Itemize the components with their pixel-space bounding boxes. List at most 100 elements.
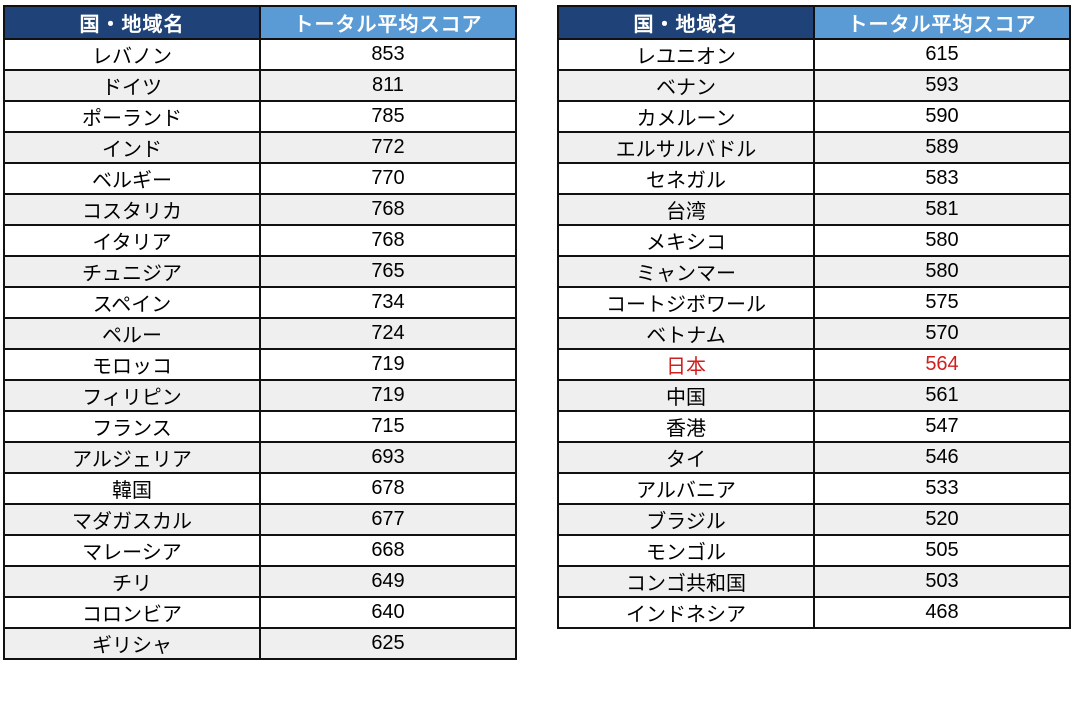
table-row: ベトナム 570 [557, 317, 1071, 350]
country-cell: 香港 [557, 410, 815, 443]
table-row: コンゴ共和国 503 [557, 565, 1071, 598]
table-row: チリ 649 [3, 565, 517, 598]
score-cell: 734 [259, 286, 517, 319]
country-cell: モンゴル [557, 534, 815, 567]
table-row: フィリピン 719 [3, 379, 517, 412]
country-cell: ミャンマー [557, 255, 815, 288]
score-cell: 853 [259, 38, 517, 71]
country-cell: コートジボワール [557, 286, 815, 319]
table-row: コートジボワール 575 [557, 286, 1071, 319]
score-cell: 715 [259, 410, 517, 443]
score-cell: 546 [813, 441, 1071, 474]
score-cell: 580 [813, 224, 1071, 257]
score-cell: 589 [813, 131, 1071, 164]
score-cell: 561 [813, 379, 1071, 412]
country-cell: コロンビア [3, 596, 261, 629]
country-cell: チリ [3, 565, 261, 598]
country-cell: ギリシャ [3, 627, 261, 660]
table-row: ベルギー 770 [3, 162, 517, 195]
table-row: タイ 546 [557, 441, 1071, 474]
score-cell: 570 [813, 317, 1071, 350]
score-column-header: トータル平均スコア [813, 5, 1071, 40]
table-row: メキシコ 580 [557, 224, 1071, 257]
score-cell: 770 [259, 162, 517, 195]
score-cell: 811 [259, 69, 517, 102]
score-cell: 693 [259, 441, 517, 474]
country-cell: セネガル [557, 162, 815, 195]
score-table-left: 国・地域名 トータル平均スコア レバノン 853 ドイツ 811 ポーランド 785 インド… [3, 5, 517, 660]
country-cell: エルサルバドル [557, 131, 815, 164]
score-cell: 640 [259, 596, 517, 629]
table-right-header: 国・地域名 トータル平均スコア [557, 5, 1071, 40]
country-cell: メキシコ [557, 224, 815, 257]
table-row: マダガスカル 677 [3, 503, 517, 536]
table-row: ペルー 724 [3, 317, 517, 350]
score-cell: 615 [813, 38, 1071, 71]
header-row: 国・地域名 トータル平均スコア [557, 5, 1071, 40]
score-cell: 468 [813, 596, 1071, 629]
score-cell: 505 [813, 534, 1071, 567]
table-row: 中国 561 [557, 379, 1071, 412]
country-cell: ドイツ [3, 69, 261, 102]
score-cell: 785 [259, 100, 517, 133]
score-cell: 520 [813, 503, 1071, 536]
score-table-right: 国・地域名 トータル平均スコア レユニオン 615 ベナン 593 カメルーン 590 エル… [557, 5, 1071, 629]
score-cell: 719 [259, 379, 517, 412]
country-cell: ペルー [3, 317, 261, 350]
score-cell: 719 [259, 348, 517, 381]
table-left-header: 国・地域名 トータル平均スコア [3, 5, 517, 40]
table-row: レユニオン 615 [557, 38, 1071, 71]
table-row: ミャンマー 580 [557, 255, 1071, 288]
score-cell: 724 [259, 317, 517, 350]
table-row: カメルーン 590 [557, 100, 1071, 133]
score-cell: 765 [259, 255, 517, 288]
table-row: インド 772 [3, 131, 517, 164]
country-cell: ブラジル [557, 503, 815, 536]
country-cell: アルジェリア [3, 441, 261, 474]
score-cell: 768 [259, 193, 517, 226]
table-row: コロンビア 640 [3, 596, 517, 629]
score-cell: 593 [813, 69, 1071, 102]
table-row: スペイン 734 [3, 286, 517, 319]
country-cell: マダガスカル [3, 503, 261, 536]
score-cell: 564 [813, 348, 1071, 381]
country-cell: ベルギー [3, 162, 261, 195]
table-right-body: レユニオン 615 ベナン 593 カメルーン 590 エルサルバドル 589 セネガル 583 台… [557, 38, 1071, 629]
country-cell: インドネシア [557, 596, 815, 629]
table-row: イタリア 768 [3, 224, 517, 257]
country-cell: フィリピン [3, 379, 261, 412]
table-row: 韓国 678 [3, 472, 517, 505]
score-cell: 668 [259, 534, 517, 567]
table-row: インドネシア 468 [557, 596, 1071, 629]
table-row: マレーシア 668 [3, 534, 517, 567]
score-cell: 625 [259, 627, 517, 660]
table-row: ギリシャ 625 [3, 627, 517, 660]
score-cell: 583 [813, 162, 1071, 195]
country-cell: モロッコ [3, 348, 261, 381]
score-cell: 533 [813, 472, 1071, 505]
country-cell: インド [3, 131, 261, 164]
country-cell: ベナン [557, 69, 815, 102]
country-cell: マレーシア [3, 534, 261, 567]
country-cell: アルバニア [557, 472, 815, 505]
table-row: 香港 547 [557, 410, 1071, 443]
table-row: フランス 715 [3, 410, 517, 443]
score-cell: 590 [813, 100, 1071, 133]
table-row: ベナン 593 [557, 69, 1071, 102]
country-column-header: 国・地域名 [3, 5, 261, 40]
country-cell: イタリア [3, 224, 261, 257]
score-cell: 575 [813, 286, 1071, 319]
table-row: モンゴル 505 [557, 534, 1071, 567]
score-cell: 677 [259, 503, 517, 536]
table-row: セネガル 583 [557, 162, 1071, 195]
country-column-header: 国・地域名 [557, 5, 815, 40]
table-row: コスタリカ 768 [3, 193, 517, 226]
country-cell: ポーランド [3, 100, 261, 133]
table-row: チュニジア 765 [3, 255, 517, 288]
country-cell: フランス [3, 410, 261, 443]
country-cell: タイ [557, 441, 815, 474]
country-cell: レバノン [3, 38, 261, 71]
table-row: レバノン 853 [3, 38, 517, 71]
country-cell: ベトナム [557, 317, 815, 350]
